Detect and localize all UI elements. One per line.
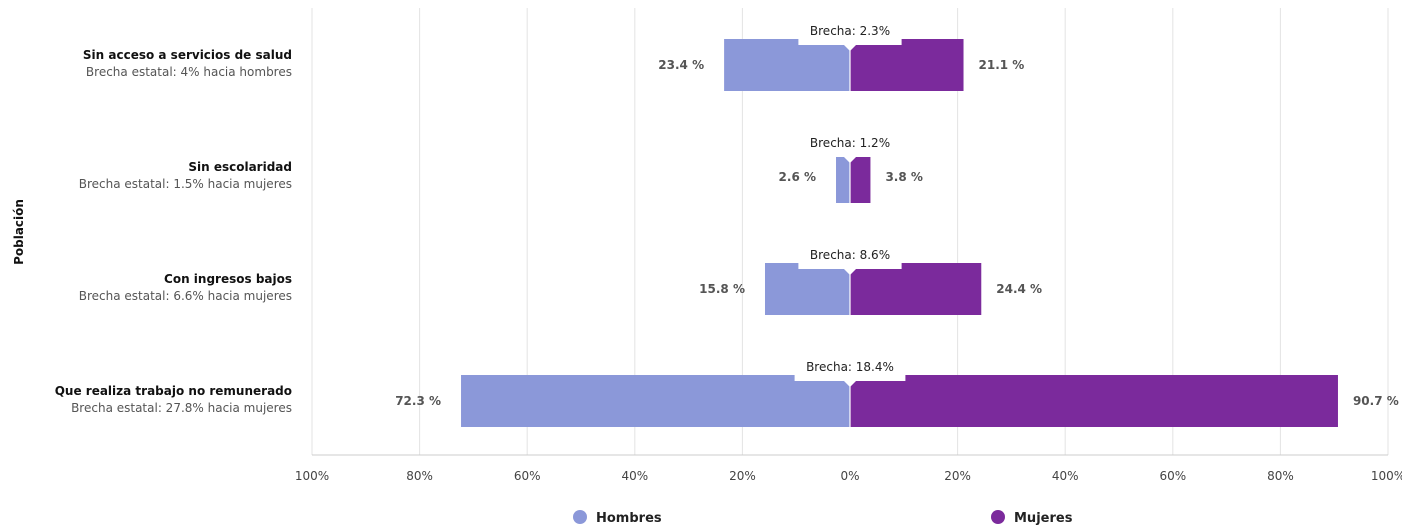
y-axis-label: Población xyxy=(12,199,26,265)
data-label: 3.8 % xyxy=(885,170,922,184)
category-title: Sin acceso a servicios de salud xyxy=(83,48,292,62)
bar-mujeres xyxy=(850,375,1338,427)
x-tick-label: 20% xyxy=(729,469,756,483)
category-title: Que realiza trabajo no remunerado xyxy=(55,384,292,398)
x-tick-label: 40% xyxy=(1052,469,1079,483)
data-label: 72.3 % xyxy=(395,394,441,408)
data-label: 21.1 % xyxy=(979,58,1025,72)
category-subtitle: Brecha estatal: 6.6% hacia mujeres xyxy=(79,289,292,303)
gap-label: Brecha: 18.4% xyxy=(806,360,894,374)
data-label: 23.4 % xyxy=(658,58,704,72)
bar-hombres xyxy=(724,39,850,91)
bar-hombres xyxy=(764,263,850,315)
bar-mujeres xyxy=(850,151,871,203)
category-title: Sin escolaridad xyxy=(188,160,292,174)
category-title: Con ingresos bajos xyxy=(164,272,292,286)
gap-label: Brecha: 2.3% xyxy=(810,24,890,38)
x-tick-label: 60% xyxy=(1159,469,1186,483)
gap-callout-box xyxy=(798,247,902,275)
x-tick-label: 0% xyxy=(840,469,859,483)
x-tick-label: 80% xyxy=(406,469,433,483)
x-tick-label: 40% xyxy=(621,469,648,483)
gap-callout-box xyxy=(798,23,902,51)
data-label: 24.4 % xyxy=(996,282,1042,296)
gap-label: Brecha: 8.6% xyxy=(810,248,890,262)
x-tick-label: 100% xyxy=(1371,469,1402,483)
x-tick-label: 20% xyxy=(944,469,971,483)
bar-hombres xyxy=(461,375,850,427)
x-tick-label: 60% xyxy=(514,469,541,483)
legend-label: Mujeres xyxy=(1014,511,1073,526)
legend-marker xyxy=(991,510,1005,524)
x-tick-label: 80% xyxy=(1267,469,1294,483)
category-subtitle: Brecha estatal: 4% hacia hombres xyxy=(86,65,292,79)
data-label: 2.6 % xyxy=(779,170,816,184)
category-subtitle: Brecha estatal: 27.8% hacia mujeres xyxy=(71,401,292,415)
bar-hombres xyxy=(836,151,850,203)
bar-mujeres xyxy=(850,39,964,91)
bar-mujeres xyxy=(850,263,982,315)
data-label: 90.7 % xyxy=(1353,394,1399,408)
data-label: 15.8 % xyxy=(699,282,745,296)
gap-label: Brecha: 1.2% xyxy=(810,136,890,150)
legend-label: Hombres xyxy=(596,511,662,526)
gap-callout-box xyxy=(798,135,902,163)
category-subtitle: Brecha estatal: 1.5% hacia mujeres xyxy=(79,177,292,191)
gap-callout-box xyxy=(794,359,906,387)
x-tick-label: 100% xyxy=(295,469,329,483)
legend-marker xyxy=(573,510,587,524)
